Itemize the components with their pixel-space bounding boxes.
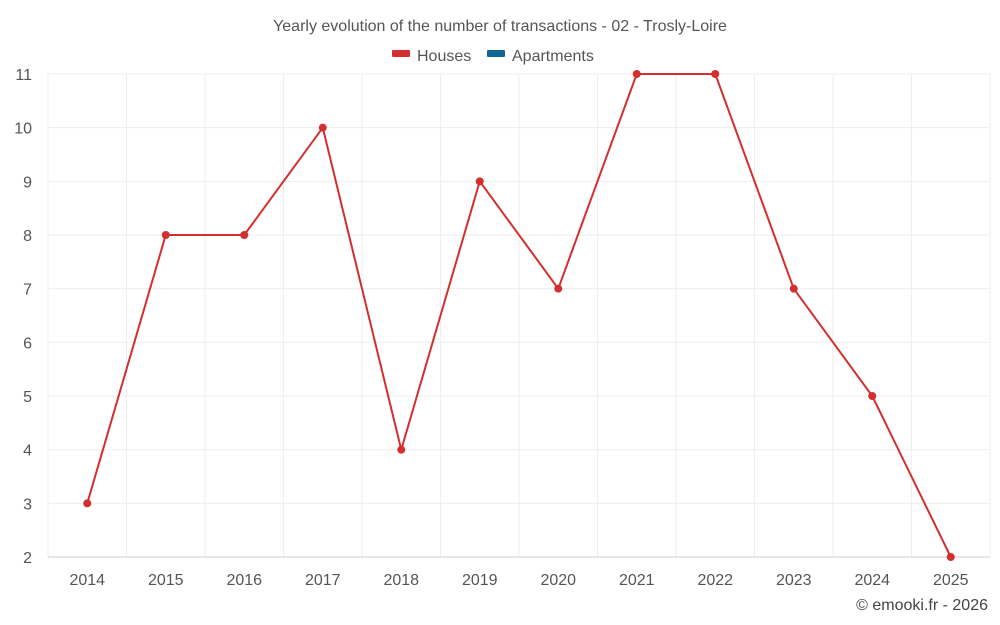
x-tick-label: 2014 [69,572,105,589]
x-tick-label: 2024 [854,572,890,589]
y-tick-label: 11 [15,67,32,84]
y-tick-label: 3 [23,496,32,513]
data-point-houses-2018[interactable] [397,445,406,454]
data-point-houses-2014[interactable] [83,499,92,508]
x-tick-label: 2021 [619,572,655,589]
y-tick-label: 2 [23,550,32,567]
legend-label-houses[interactable]: Houses [417,48,471,65]
grid-lines [47,73,991,558]
legend-swatch-houses[interactable] [392,50,410,57]
data-point-houses-2024[interactable] [868,392,877,400]
credit-text: © emooki.fr - 2026 [856,597,988,614]
x-tick-label: 2025 [933,572,969,589]
y-tick-label: 4 [23,443,32,460]
data-point-houses-2021[interactable] [632,70,641,78]
data-point-houses-2015[interactable] [161,231,170,239]
x-tick-label: 2019 [462,572,498,589]
y-axis-ticks: 2 3 4 5 6 7 8 9 10 11 [14,67,32,567]
data-point-houses-2017[interactable] [318,123,327,132]
x-tick-label: 2023 [776,572,812,589]
legend: Houses Apartments [392,48,594,65]
series-line-houses [86,73,952,558]
x-tick-label: 2018 [383,572,419,589]
data-point-houses-2016[interactable] [240,231,249,239]
y-tick-label: 9 [23,174,32,191]
x-tick-label: 2016 [226,572,262,589]
series-lines [86,73,952,558]
x-tick-label: 2015 [148,572,184,589]
x-tick-label: 2020 [540,572,576,589]
y-tick-label: 6 [23,335,32,352]
legend-label-apartments[interactable]: Apartments [512,48,594,65]
data-point-houses-2023[interactable] [789,284,798,293]
series-points [83,70,955,561]
data-point-houses-2022[interactable] [711,70,720,78]
legend-swatch-apartments[interactable] [487,50,505,57]
data-point-houses-2020[interactable] [554,284,563,293]
data-point-houses-2025[interactable] [946,553,955,561]
y-tick-label: 5 [23,389,32,406]
y-tick-label: 8 [23,228,32,245]
x-axis-ticks: 2014 2015 2016 2017 2018 2019 2020 2021 2022 2023… [69,572,968,589]
data-point-houses-2019[interactable] [475,177,484,186]
y-tick-label: 10 [14,121,32,138]
chart-title: Yearly evolution of the number of transa… [273,18,727,35]
y-tick-label: 7 [23,282,32,299]
x-tick-label: 2017 [305,572,341,589]
x-tick-label: 2022 [697,572,733,589]
